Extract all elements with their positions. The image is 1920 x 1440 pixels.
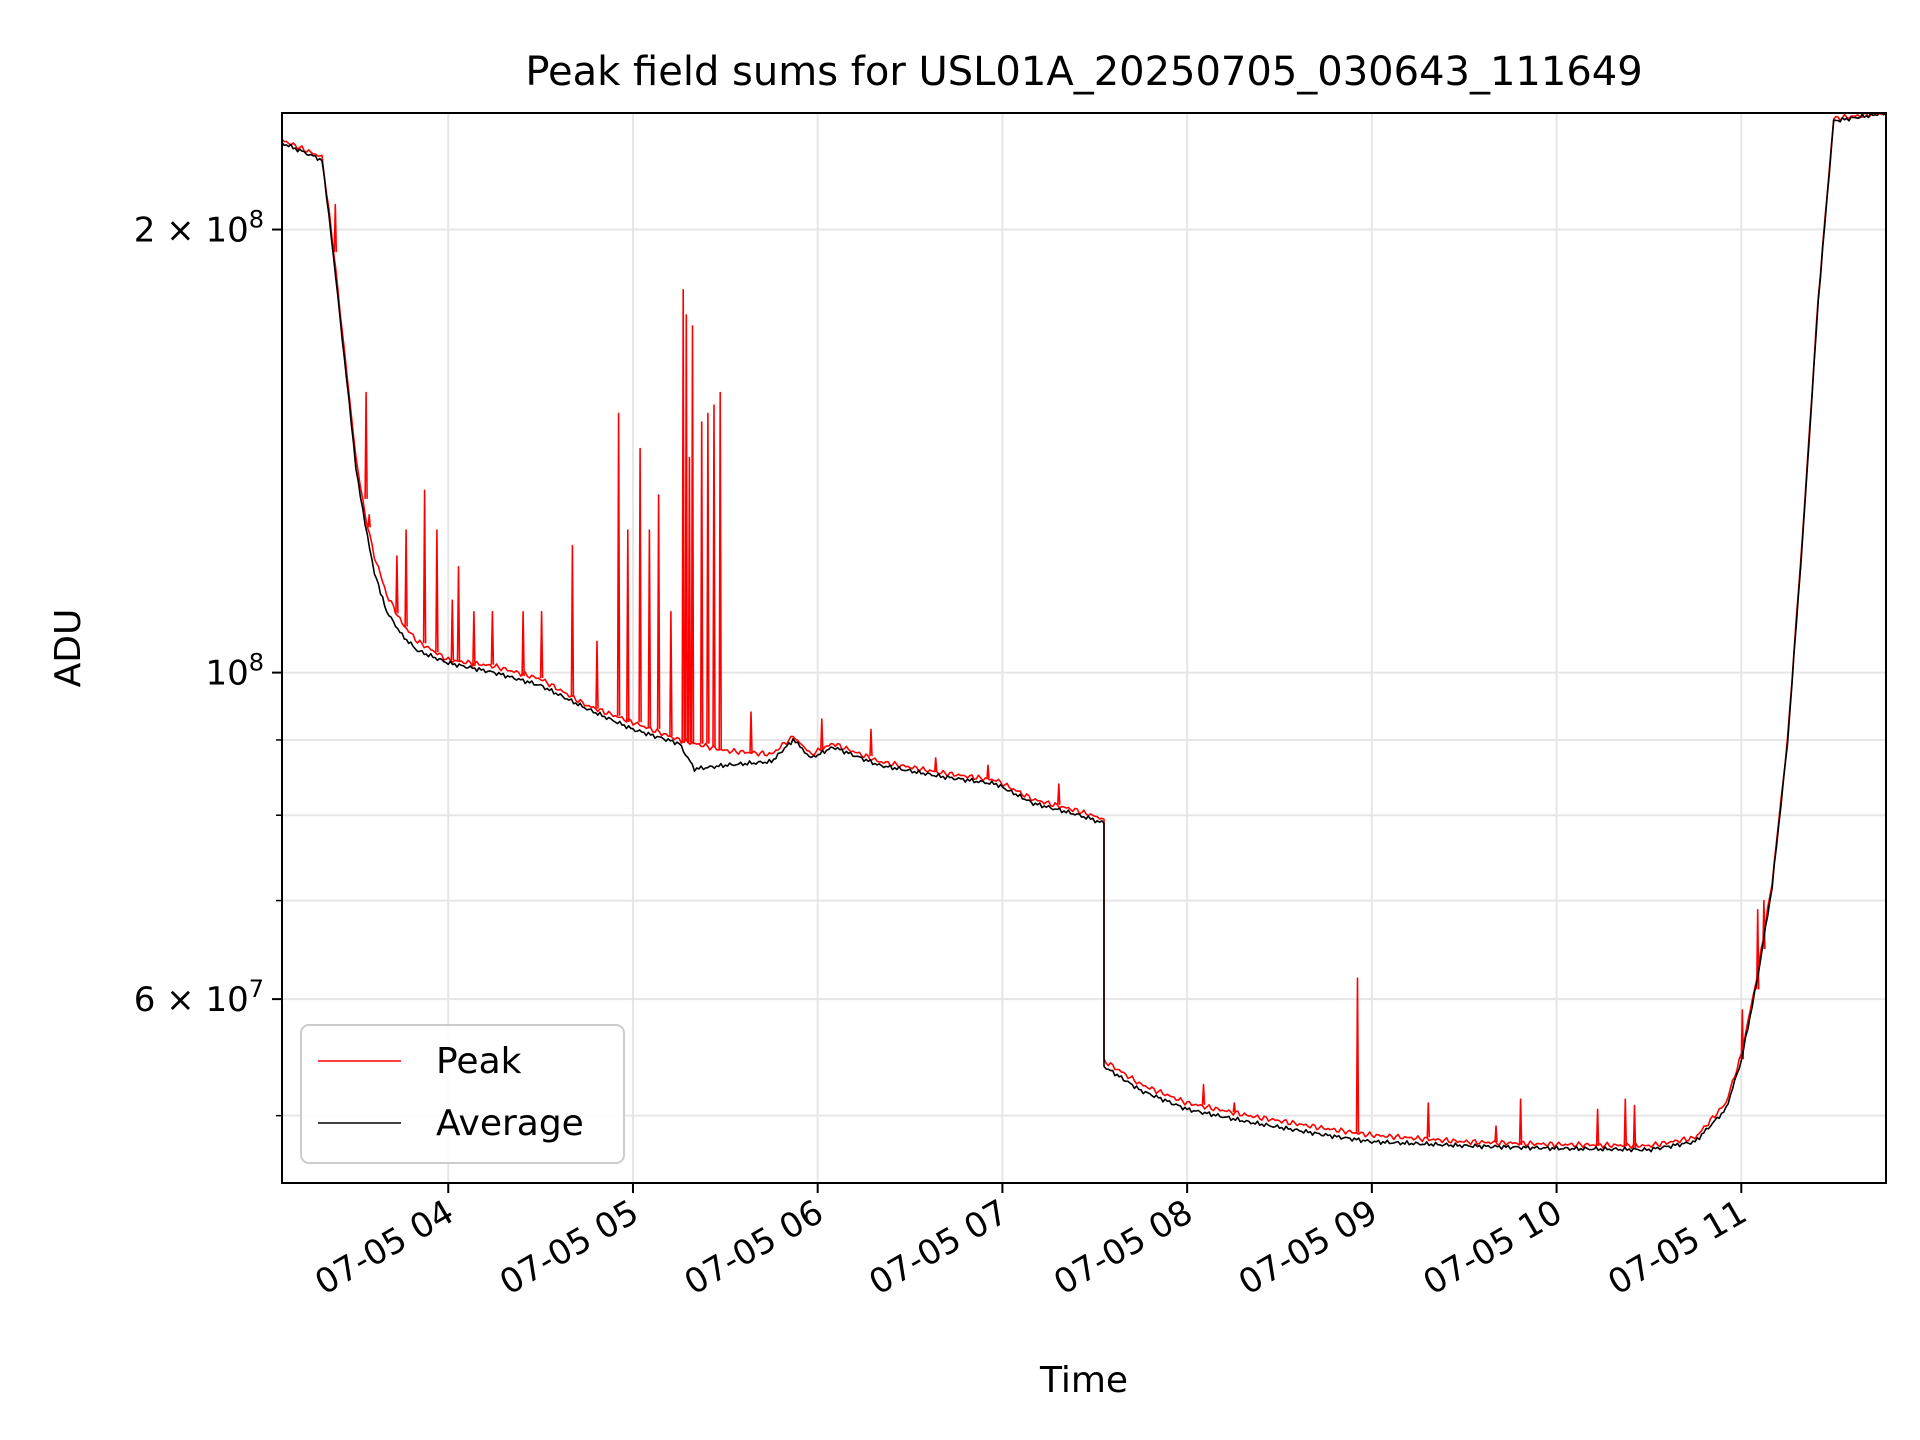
x-axis-label: Time (1039, 1360, 1128, 1401)
legend: Peak Average (300, 1024, 625, 1164)
legend-average-label: Average (436, 1103, 584, 1144)
series-layer (282, 113, 1886, 1153)
y-tick-label: 6 × 107 (134, 975, 264, 1020)
chart-title: Peak field sums for USL01A_20250705_0306… (525, 49, 1642, 95)
y-axis-label: ADU (48, 609, 89, 688)
legend-peak-label: Peak (436, 1041, 522, 1082)
legend-box (300, 1024, 625, 1164)
y-tick-label: 2 × 108 (134, 206, 264, 251)
average-series-line (282, 113, 1886, 1153)
peak-series-line (282, 113, 1886, 1150)
plot-frame (281, 112, 1887, 1184)
series-group (282, 113, 1886, 1153)
y-tick-label: 108 (205, 649, 264, 694)
